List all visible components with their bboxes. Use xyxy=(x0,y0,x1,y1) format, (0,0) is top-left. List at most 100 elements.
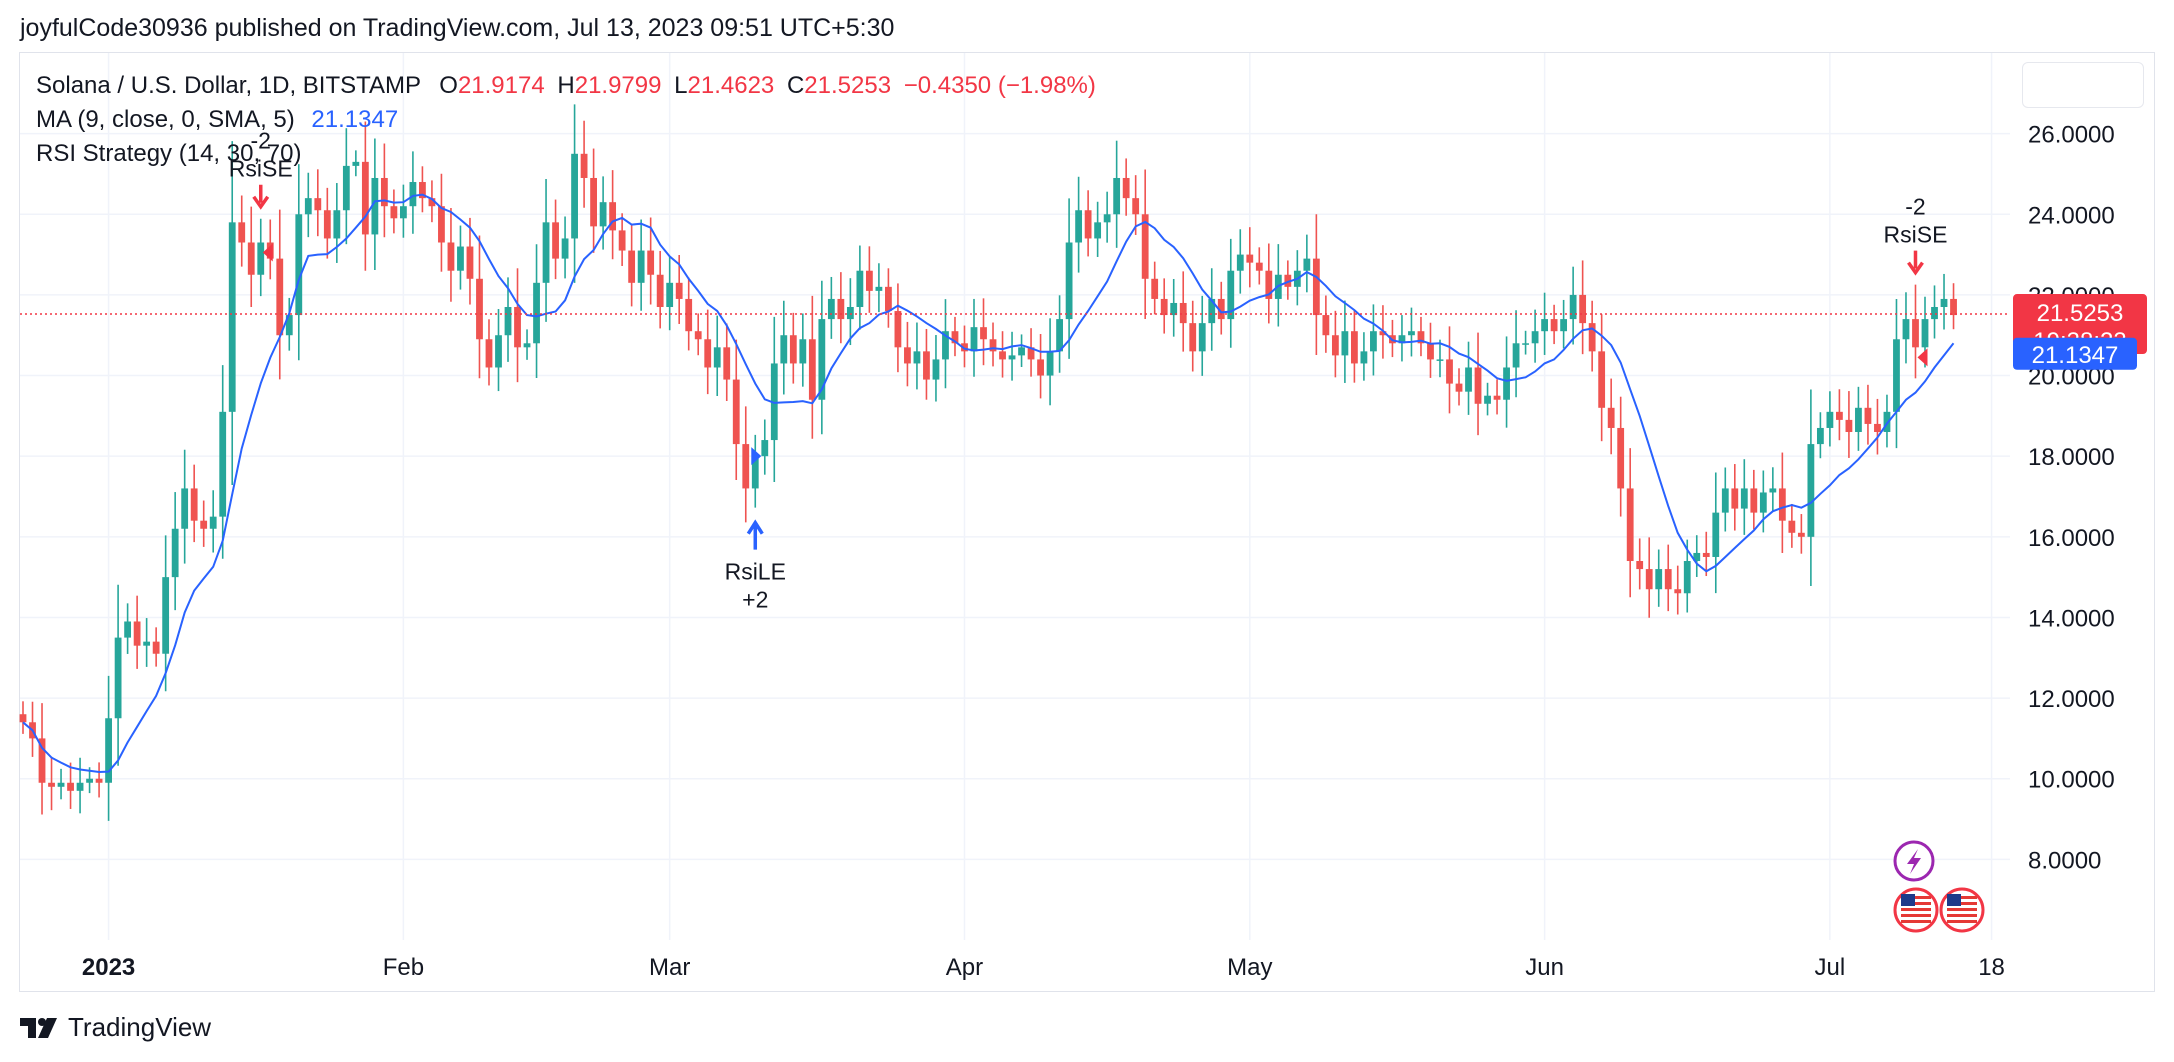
candle xyxy=(1797,514,1805,554)
flag-stripe xyxy=(1947,908,1977,911)
candle-body xyxy=(1255,262,1263,271)
candle xyxy=(542,178,550,322)
candle-body xyxy=(1322,315,1330,336)
candle-body xyxy=(723,347,731,380)
candle-body xyxy=(1227,270,1235,320)
candle xyxy=(1712,472,1720,594)
symbol-name[interactable]: Solana / U.S. Dollar, 1D, BITSTAMP xyxy=(36,72,421,99)
candle-body xyxy=(1179,302,1187,324)
symbol-legend[interactable]: Solana / U.S. Dollar, 1D, BITSTAMP O21.9… xyxy=(36,72,1096,100)
candle-body xyxy=(333,210,341,239)
candle-body xyxy=(799,339,807,364)
close-value: 21.5253 xyxy=(804,72,892,99)
candle xyxy=(808,295,816,439)
candle xyxy=(419,166,426,213)
candle xyxy=(723,323,731,401)
candle xyxy=(1503,336,1510,428)
exit-marker xyxy=(751,447,762,466)
candle xyxy=(885,268,892,328)
candle-body xyxy=(1236,254,1244,271)
candle-body xyxy=(428,198,436,207)
y-tick-label: 14.0000 xyxy=(2028,605,2115,632)
candle xyxy=(827,276,835,339)
candle xyxy=(523,329,531,360)
candle-body xyxy=(1721,488,1729,513)
candle xyxy=(1541,292,1548,355)
candle xyxy=(1084,190,1092,257)
candle-body xyxy=(1740,488,1748,509)
candle xyxy=(1103,191,1111,243)
candle xyxy=(533,244,540,378)
candle-body xyxy=(466,246,474,279)
candle-body xyxy=(533,282,540,344)
candle-body xyxy=(419,182,426,199)
candle xyxy=(1246,227,1254,288)
candle xyxy=(257,218,265,297)
candle xyxy=(1950,283,1957,330)
signal-rsile: RsiLE+2 xyxy=(725,447,786,613)
strategy-legend[interactable]: RSI Strategy (14, 30, 70) xyxy=(36,140,301,168)
candle xyxy=(1560,299,1568,349)
candle-body xyxy=(618,230,626,251)
candle-body xyxy=(856,270,864,308)
candle-body xyxy=(1312,258,1320,316)
candle-body xyxy=(904,347,911,364)
candle xyxy=(609,170,617,260)
candle-body xyxy=(1217,298,1225,320)
candle-body xyxy=(495,335,502,368)
candle-body xyxy=(1855,407,1862,432)
candle xyxy=(1008,331,1016,381)
candle-body xyxy=(1417,331,1425,344)
chart-frame[interactable] xyxy=(19,52,2155,992)
candle xyxy=(1113,140,1121,248)
candle-body xyxy=(1712,512,1720,557)
flag-stripe xyxy=(1901,908,1931,911)
candle xyxy=(323,187,331,259)
candle xyxy=(561,216,569,279)
candle-body xyxy=(742,444,750,489)
signal-label: RsiLE xyxy=(725,559,786,585)
candle-body xyxy=(1864,407,1872,424)
candle-body xyxy=(1160,298,1168,316)
candle-body xyxy=(1845,419,1853,432)
ma-label[interactable]: MA (9, close, 0, SMA, 5) xyxy=(36,106,295,133)
candle-body xyxy=(1636,561,1644,570)
candle xyxy=(1607,378,1615,455)
tradingview-logo[interactable]: TradingView xyxy=(20,1012,211,1043)
ma-price-badge xyxy=(2013,337,2137,370)
event-icons xyxy=(1893,840,1985,933)
candle xyxy=(1398,315,1406,362)
x-tick-label: Feb xyxy=(383,954,424,981)
y-tick-label: 18.0000 xyxy=(2028,444,2115,471)
candle-body xyxy=(95,778,103,783)
ma-legend[interactable]: MA (9, close, 0, SMA, 5) 21.1347 xyxy=(36,106,398,134)
candle xyxy=(314,169,322,237)
price-scale-settings-box[interactable] xyxy=(2022,62,2144,108)
candle-body xyxy=(1056,319,1063,352)
x-tick-label: Apr xyxy=(946,954,983,981)
candle-body xyxy=(1807,444,1815,537)
candle xyxy=(1056,295,1063,373)
candle-body xyxy=(1170,302,1178,316)
candle-body xyxy=(114,637,122,719)
us-flag-event-icon xyxy=(1939,887,1985,933)
candle xyxy=(114,584,122,766)
candle-body xyxy=(228,222,236,412)
candle xyxy=(1465,341,1472,415)
strategy-label[interactable]: RSI Strategy (14, 30, 70) xyxy=(36,140,302,167)
candle xyxy=(904,321,911,387)
candle xyxy=(247,206,255,308)
candle-body xyxy=(1541,319,1548,332)
candle-body xyxy=(1569,294,1577,320)
candle xyxy=(409,151,417,234)
candle xyxy=(1769,467,1777,512)
candle xyxy=(19,701,27,734)
y-tick-label: 8.0000 xyxy=(2028,847,2101,874)
candle xyxy=(485,319,493,386)
candle xyxy=(1493,379,1501,415)
candle xyxy=(913,322,921,390)
candle xyxy=(1512,310,1520,398)
candle xyxy=(1702,531,1710,577)
